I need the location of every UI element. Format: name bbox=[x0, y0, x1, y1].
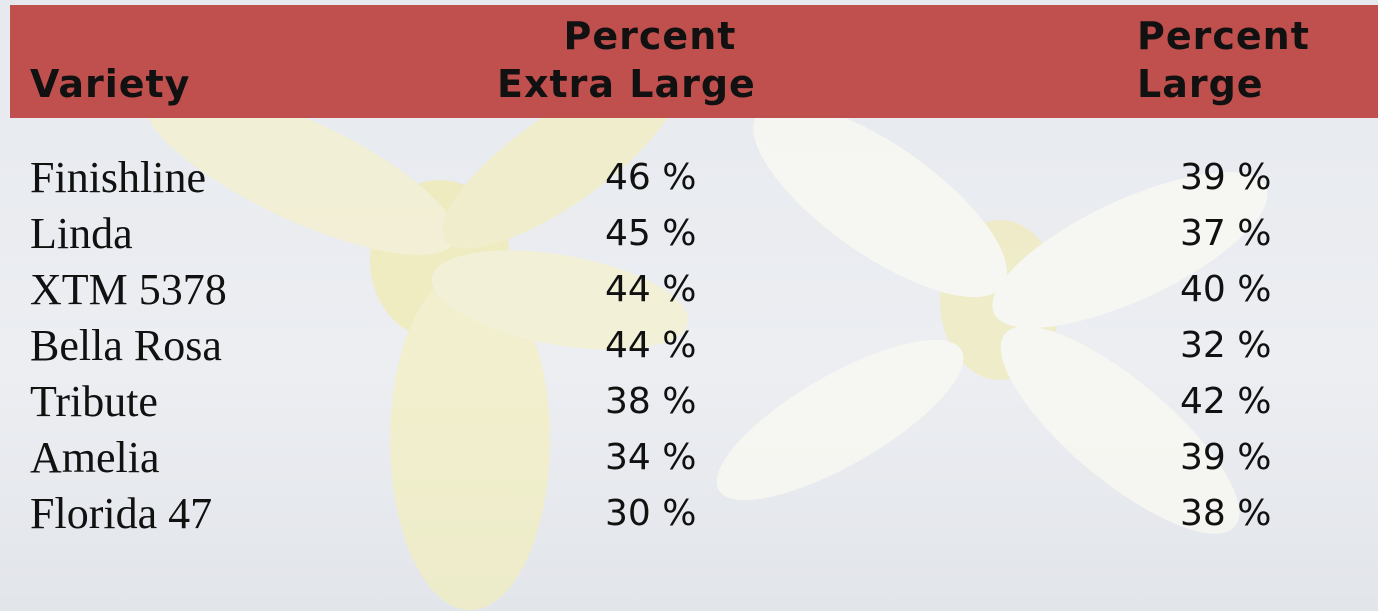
variety-cell: Finishline bbox=[30, 150, 206, 206]
percent-cell: 38 % bbox=[1180, 486, 1271, 542]
header-cell: Percent bbox=[1137, 12, 1310, 60]
variety-cell: Linda bbox=[30, 206, 133, 262]
header-cell: Variety bbox=[30, 60, 190, 108]
percent-cell: 37 % bbox=[1180, 206, 1271, 262]
variety-cell: XTM 5378 bbox=[30, 262, 227, 318]
percent-cell: 39 % bbox=[1180, 430, 1271, 486]
percent-cell: 42 % bbox=[1180, 374, 1271, 430]
percent-cell: 44 % bbox=[605, 262, 696, 318]
variety-cell: Tribute bbox=[30, 374, 158, 430]
percent-cell: 44 % bbox=[605, 318, 696, 374]
percent-cell: 40 % bbox=[1180, 262, 1271, 318]
percent-cell: 38 % bbox=[605, 374, 696, 430]
percent-cell: 30 % bbox=[605, 486, 696, 542]
percent-cell: 39 % bbox=[1180, 150, 1271, 206]
header-cell: Percent bbox=[500, 12, 800, 60]
header-cell: Large bbox=[1137, 60, 1264, 108]
variety-cell: Florida 47 bbox=[30, 486, 212, 542]
variety-cell: Amelia bbox=[30, 430, 160, 486]
percent-cell: 45 % bbox=[605, 206, 696, 262]
percent-cell: 34 % bbox=[605, 430, 696, 486]
percent-cell: 46 % bbox=[605, 150, 696, 206]
slide: Variety Percent Extra Large Percent Larg… bbox=[0, 0, 1378, 611]
percent-cell: 32 % bbox=[1180, 318, 1271, 374]
header-cell: Extra Large bbox=[497, 60, 756, 108]
variety-cell: Bella Rosa bbox=[30, 318, 222, 374]
